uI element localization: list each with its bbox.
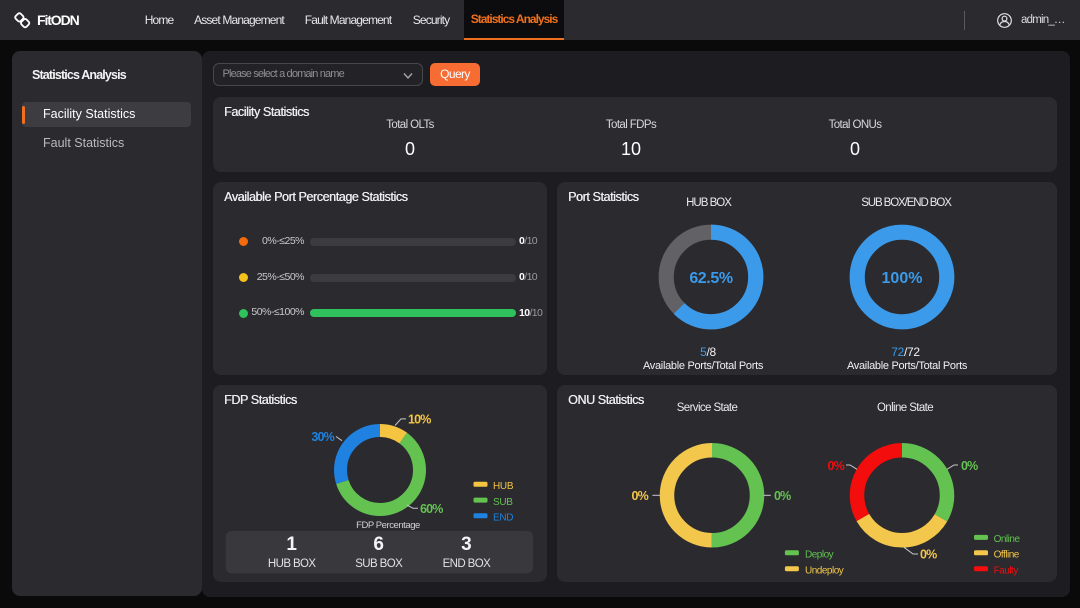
svg-text:Online: Online [994, 534, 1021, 545]
svg-text:FDP Percentage: FDP Percentage [356, 520, 420, 531]
svg-text:SUB BOX/END BOX: SUB BOX/END BOX [861, 197, 952, 209]
svg-text:3: 3 [461, 534, 472, 555]
svg-text:Service State: Service State [677, 402, 738, 414]
svg-text:5/8: 5/8 [700, 345, 716, 359]
svg-text:Online State: Online State [877, 402, 933, 414]
svg-text:1: 1 [286, 534, 297, 555]
svg-text:10%: 10% [408, 413, 431, 427]
svg-text:END: END [493, 513, 513, 524]
svg-text:SUB: SUB [493, 497, 513, 508]
svg-text:Available Ports/Total Ports: Available Ports/Total Ports [847, 360, 968, 372]
svg-text:HUB: HUB [493, 481, 514, 492]
svg-text:HUB BOX: HUB BOX [686, 197, 732, 209]
svg-text:0%: 0% [828, 459, 845, 473]
svg-text:62.5%: 62.5% [689, 270, 733, 287]
svg-text:30%: 30% [311, 430, 334, 444]
svg-text:Faulty: Faulty [994, 565, 1019, 576]
svg-text:Deploy: Deploy [805, 550, 834, 561]
svg-text:0%: 0% [774, 489, 791, 503]
svg-text:Offline: Offline [994, 550, 1020, 561]
svg-text:100%: 100% [882, 270, 923, 287]
svg-text:0%: 0% [920, 548, 937, 562]
svg-text:Available Ports/Total Ports: Available Ports/Total Ports [643, 360, 764, 372]
svg-text:END BOX: END BOX [443, 558, 491, 570]
svg-text:60%: 60% [420, 502, 443, 516]
svg-text:Undeploy: Undeploy [805, 565, 844, 576]
svg-text:HUB BOX: HUB BOX [268, 558, 316, 570]
svg-text:0%: 0% [632, 489, 649, 503]
svg-text:6: 6 [373, 534, 384, 555]
svg-text:SUB BOX: SUB BOX [355, 558, 403, 570]
svg-text:72/72: 72/72 [891, 345, 920, 359]
svg-text:0%: 0% [961, 459, 978, 473]
